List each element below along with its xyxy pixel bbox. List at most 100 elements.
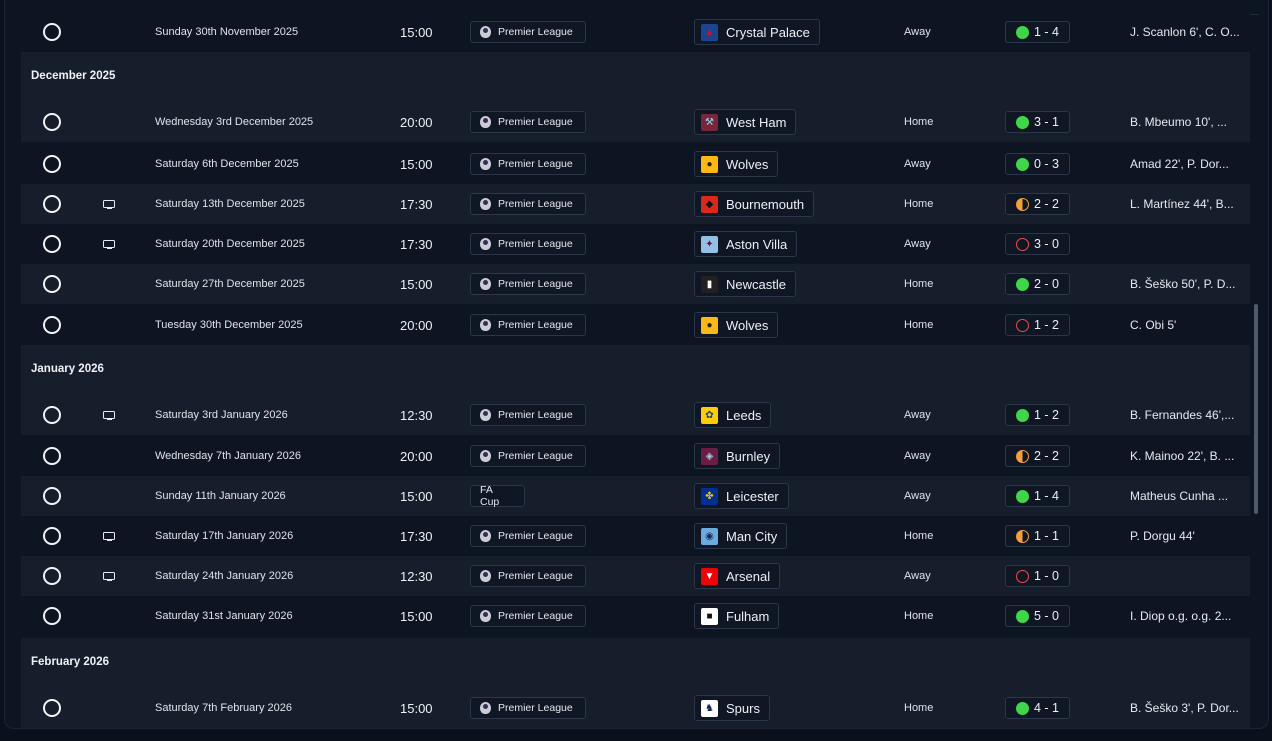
- competition-badge[interactable]: Premier League: [470, 697, 586, 719]
- opponent-badge[interactable]: ■ Fulham: [694, 603, 780, 629]
- result-badge[interactable]: 1 - 4: [1005, 21, 1070, 43]
- premier-league-lion-icon: [480, 702, 491, 714]
- fixture-venue: Home: [904, 702, 934, 714]
- competition-badge[interactable]: Premier League: [470, 404, 586, 426]
- opponent-name: Arsenal: [726, 568, 771, 584]
- month-header-february: February 2026: [21, 638, 1250, 690]
- fixture-select-checkbox[interactable]: [43, 596, 61, 636]
- vertical-scrollbar[interactable]: [1254, 304, 1258, 514]
- fixture-venue: Away: [904, 409, 931, 421]
- fixture-venue: Away: [904, 26, 931, 38]
- leicester-crest: ✤: [701, 487, 718, 505]
- competition-badge[interactable]: Premier League: [470, 21, 586, 43]
- result-badge[interactable]: 5 - 0: [1005, 605, 1070, 627]
- opponent-badge[interactable]: ◈ Burnley: [694, 443, 781, 469]
- result-badge[interactable]: 1 - 2: [1005, 314, 1070, 336]
- result-badge[interactable]: 1 - 0: [1005, 565, 1070, 587]
- competition-name: Premier League: [498, 319, 573, 331]
- spurs-crest: ♞: [701, 699, 718, 717]
- fixture-venue: Home: [904, 530, 934, 542]
- fixture-date: Saturday 7th February 2026: [155, 702, 292, 714]
- opponent-badge[interactable]: ◆ Bournemouth: [694, 191, 815, 217]
- competition-badge[interactable]: Premier League: [470, 525, 586, 547]
- competition-badge[interactable]: Premier League: [470, 153, 586, 175]
- fixture-row[interactable]: Wednesday 3rd December 2025 20:00 Premie…: [21, 102, 1250, 142]
- opponent-badge[interactable]: ▼ Arsenal: [694, 563, 781, 589]
- fixture-venue: Home: [904, 278, 934, 290]
- fixture-date: Saturday 31st January 2026: [155, 610, 293, 622]
- win-result-icon: [1016, 25, 1029, 39]
- fixture-select-checkbox[interactable]: [43, 516, 61, 556]
- result-badge[interactable]: 3 - 0: [1005, 233, 1070, 255]
- burnley-crest: ◈: [701, 447, 718, 465]
- fixture-row[interactable]: Saturday 3rd January 2026 12:30 Premier …: [21, 395, 1250, 435]
- opponent-badge[interactable]: ✤ Leicester: [694, 483, 789, 509]
- fixture-row[interactable]: Wednesday 7th January 2026 20:00 Premier…: [21, 436, 1250, 476]
- win-result-icon: [1016, 489, 1029, 503]
- fixture-select-checkbox[interactable]: [43, 436, 61, 476]
- fixture-select-checkbox[interactable]: [43, 305, 61, 345]
- opponent-badge[interactable]: ▮ Newcastle: [694, 271, 796, 297]
- competition-badge[interactable]: Premier League: [470, 273, 586, 295]
- fixture-select-checkbox[interactable]: [43, 102, 61, 142]
- competition-name: FA Cup: [480, 484, 500, 508]
- competition-badge[interactable]: Premier League: [470, 233, 586, 255]
- result-badge[interactable]: 0 - 3: [1005, 153, 1070, 175]
- opponent-badge[interactable]: ● Wolves: [694, 151, 779, 177]
- opponent-badge[interactable]: ✿ Leeds: [694, 402, 772, 428]
- competition-badge[interactable]: FA Cup: [470, 484, 525, 508]
- result-badge[interactable]: 4 - 1: [1005, 697, 1070, 719]
- fixture-venue: Away: [904, 450, 931, 462]
- opponent-badge[interactable]: ▲ Crystal Palace: [694, 19, 820, 45]
- result-badge[interactable]: 2 - 2: [1005, 445, 1070, 467]
- fixture-select-checkbox[interactable]: [43, 144, 61, 184]
- fixture-row[interactable]: Sunday 11th January 2026 15:00 FA Cup ✤ …: [21, 476, 1250, 516]
- result-badge[interactable]: 2 - 0: [1005, 273, 1070, 295]
- premier-league-lion-icon: [480, 198, 491, 210]
- premier-league-lion-icon: [480, 116, 491, 128]
- opponent-badge[interactable]: ♞ Spurs: [694, 695, 770, 721]
- premier-league-lion-icon: [480, 278, 491, 290]
- fixture-select-checkbox[interactable]: [43, 224, 61, 264]
- fixture-select-checkbox[interactable]: [43, 688, 61, 728]
- fixture-row[interactable]: Saturday 20th December 2025 17:30 Premie…: [21, 224, 1250, 264]
- result-badge[interactable]: 1 - 1: [1005, 525, 1070, 547]
- result-badge[interactable]: 2 - 2: [1005, 193, 1070, 215]
- fixture-select-checkbox[interactable]: [43, 264, 61, 304]
- fixture-row[interactable]: Saturday 24th January 2026 12:30 Premier…: [21, 556, 1250, 596]
- goal-scorers: J. Scanlon 6', C. O...: [1130, 25, 1240, 39]
- result-score: 0 - 3: [1034, 157, 1060, 171]
- opponent-name: Newcastle: [726, 276, 786, 292]
- competition-badge[interactable]: Premier League: [470, 445, 586, 467]
- competition-badge[interactable]: Premier League: [470, 314, 586, 336]
- fixture-row[interactable]: Saturday 13th December 2025 17:30 Premie…: [21, 184, 1250, 224]
- fixture-time: 17:30: [400, 528, 433, 544]
- fixture-time: 17:30: [400, 196, 433, 212]
- result-badge[interactable]: 1 - 4: [1005, 485, 1070, 507]
- fixture-row[interactable]: Saturday 17th January 2026 17:30 Premier…: [21, 516, 1250, 556]
- opponent-badge[interactable]: ✦ Aston Villa: [694, 231, 798, 257]
- fixture-select-checkbox[interactable]: [43, 12, 61, 52]
- result-badge[interactable]: 3 - 1: [1005, 111, 1070, 133]
- fixture-row[interactable]: Tuesday 30th December 2025 20:00 Premier…: [21, 305, 1250, 345]
- opponent-badge[interactable]: ⚒ West Ham: [694, 109, 797, 135]
- fixture-date: Wednesday 7th January 2026: [155, 450, 301, 462]
- competition-badge[interactable]: Premier League: [470, 605, 586, 627]
- fixture-row[interactable]: Saturday 7th February 2026 15:00 Premier…: [21, 688, 1250, 728]
- competition-badge[interactable]: Premier League: [470, 193, 586, 215]
- opponent-badge[interactable]: ● Wolves: [694, 312, 779, 338]
- fixture-row[interactable]: Sunday 30th November 2025 15:00 Premier …: [21, 12, 1250, 52]
- opponent-badge[interactable]: ◉ Man City: [694, 523, 788, 549]
- fixture-venue: Home: [904, 319, 934, 331]
- fixture-row[interactable]: Saturday 31st January 2026 15:00 Premier…: [21, 596, 1250, 636]
- fixture-select-checkbox[interactable]: [43, 395, 61, 435]
- fixture-select-checkbox[interactable]: [43, 184, 61, 224]
- competition-badge[interactable]: Premier League: [470, 565, 586, 587]
- bournemouth-crest: ◆: [701, 195, 718, 213]
- fixture-select-checkbox[interactable]: [43, 476, 61, 516]
- fixture-row[interactable]: Saturday 6th December 2025 15:00 Premier…: [21, 144, 1250, 184]
- fixture-row[interactable]: Saturday 27th December 2025 15:00 Premie…: [21, 264, 1250, 304]
- fixture-select-checkbox[interactable]: [43, 556, 61, 596]
- competition-badge[interactable]: Premier League: [470, 111, 586, 133]
- result-badge[interactable]: 1 - 2: [1005, 404, 1070, 426]
